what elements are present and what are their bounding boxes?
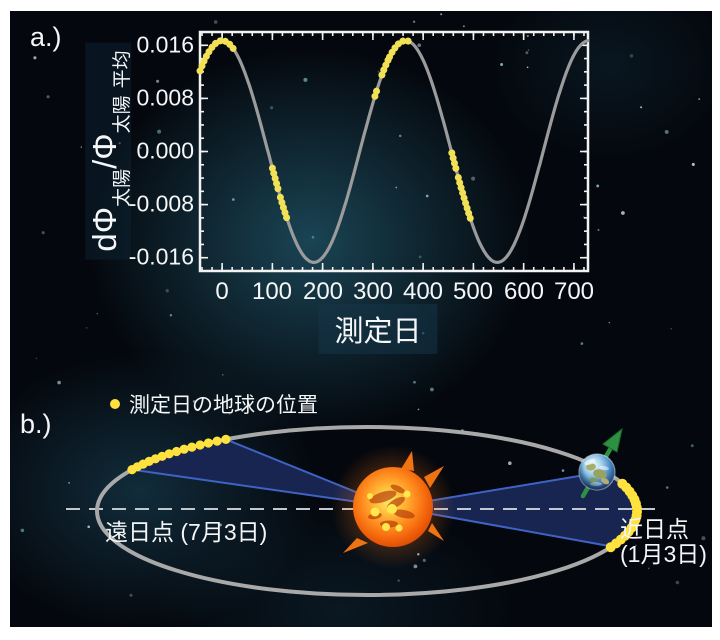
sun-texture-bright bbox=[367, 490, 411, 532]
sun bbox=[331, 445, 455, 569]
y-tick-0.016: 0.016 bbox=[136, 31, 194, 58]
x-tick-700: 700 bbox=[553, 278, 595, 305]
aphelion-label: 遠日点 (7月3日) bbox=[105, 519, 268, 545]
x-tick-100: 100 bbox=[251, 278, 293, 305]
legend: 測定日の地球の位置 bbox=[110, 389, 318, 419]
sun-flares bbox=[343, 451, 444, 553]
x-tick-200: 200 bbox=[302, 278, 344, 305]
y-tick-0.000: 0.000 bbox=[136, 137, 194, 164]
flux-curve bbox=[198, 38, 590, 265]
starfield bbox=[20, 13, 706, 597]
y-tick-0.008: 0.008 bbox=[136, 84, 194, 111]
y-tick--0.016: -0.016 bbox=[128, 243, 194, 270]
x-tick-400: 400 bbox=[402, 278, 444, 305]
panel-a-label: a.) bbox=[30, 22, 62, 52]
panel-b-label: b.) bbox=[20, 409, 52, 439]
measurement-days-highlight bbox=[268, 164, 282, 194]
earth bbox=[578, 453, 616, 491]
y-tick--0.008: -0.008 bbox=[128, 190, 194, 217]
earth-axis-arrowhead bbox=[602, 427, 623, 453]
figure-graphics bbox=[20, 13, 706, 597]
x-tick-0: 0 bbox=[215, 278, 229, 305]
wedge-aphelion-side bbox=[132, 439, 393, 507]
legend-label: 測定日の地球の位置 bbox=[129, 394, 318, 417]
x-tick-600: 600 bbox=[503, 278, 545, 305]
measurement-dots-aphelion-arc bbox=[127, 434, 231, 475]
orbit-diagram bbox=[66, 425, 658, 597]
figure-background: a.) dΦ太陽/Φ太陽平均 0.016 0.008 0.000 -0.008 … bbox=[10, 11, 712, 627]
x-tick-500: 500 bbox=[452, 278, 494, 305]
x-tick-300: 300 bbox=[352, 278, 394, 305]
perihelion-label-line1: 近日点 bbox=[620, 516, 689, 542]
measurement-days-highlight bbox=[196, 37, 237, 75]
measurement-days-highlight bbox=[378, 56, 392, 79]
measurement-dots-perihelion-arc bbox=[605, 478, 642, 553]
measurement-days-highlight bbox=[371, 83, 382, 100]
x-axis-title: 測定日 bbox=[318, 304, 438, 354]
legend-marker-icon bbox=[110, 399, 120, 409]
perihelion-label-line2: (1月3日) bbox=[620, 541, 707, 567]
measurement-days-highlight bbox=[386, 37, 414, 61]
sun-texture-dark bbox=[368, 484, 415, 528]
perihelion-label: 近日点 (1月3日) bbox=[620, 517, 707, 567]
measurement-days-highlight bbox=[454, 174, 475, 226]
flux-chart bbox=[196, 30, 590, 273]
measurement-days-highlight bbox=[276, 193, 291, 224]
measurement-days-highlight bbox=[448, 149, 461, 176]
